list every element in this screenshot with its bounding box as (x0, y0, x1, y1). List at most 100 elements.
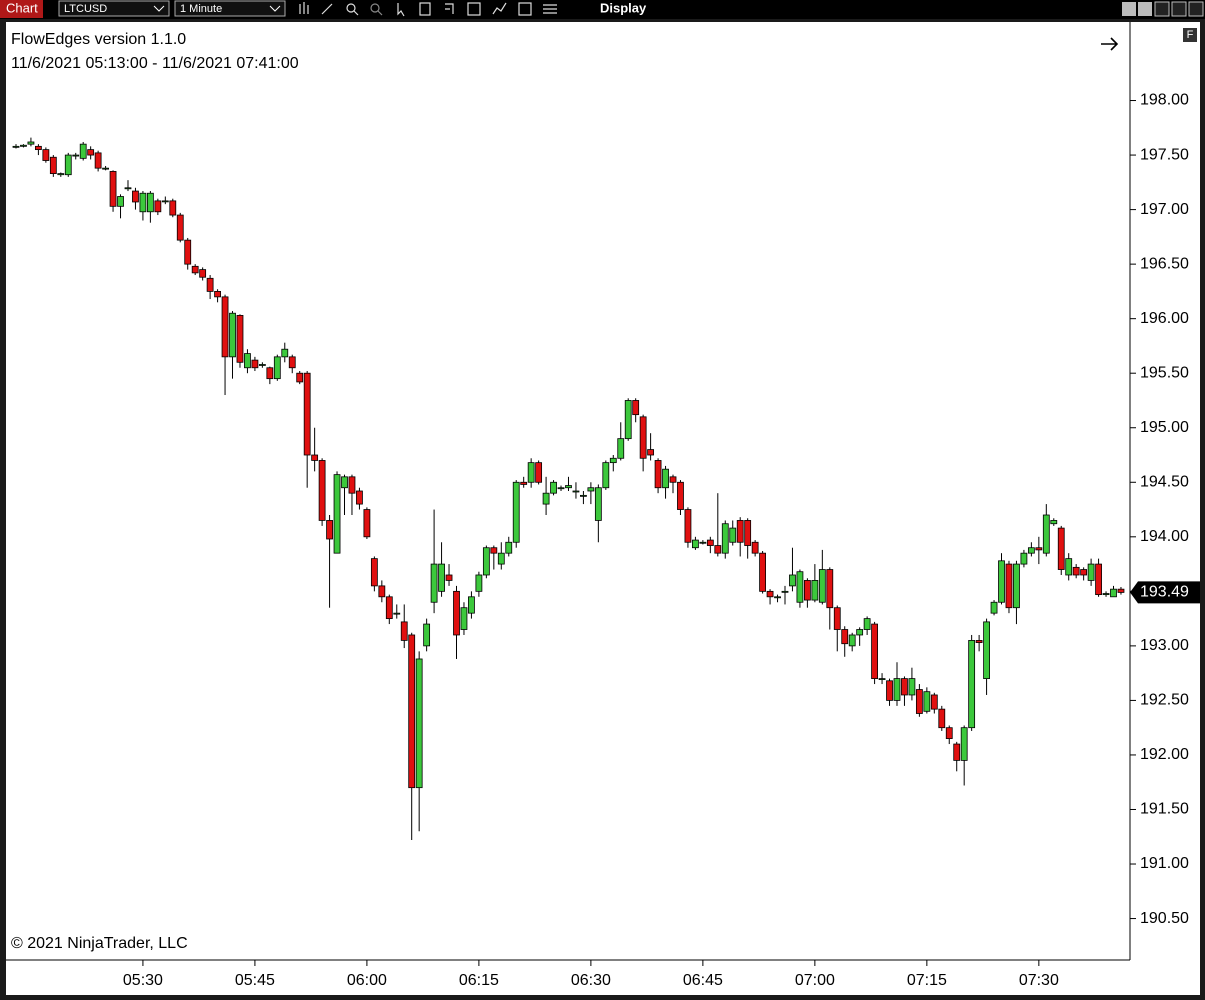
candle-body (550, 481, 557, 494)
candle-body (796, 571, 804, 603)
candle-body (833, 607, 841, 630)
candle-body (460, 607, 468, 630)
candle-body (751, 541, 759, 554)
candle-body (609, 457, 617, 464)
candle-body (639, 416, 647, 459)
candle-body (87, 149, 95, 156)
display-menu[interactable]: Display (600, 0, 647, 15)
chart-subtitle: 11/6/2021 05:13:00 - 11/6/2021 07:41:00 (11, 55, 299, 72)
y-tick-label: 196.00 (1140, 310, 1189, 327)
candle-body (400, 621, 408, 641)
toolbar-icons[interactable] (299, 2, 557, 17)
interval-label: 1 Minute (180, 3, 222, 15)
candle-body (154, 200, 162, 213)
candle-body (587, 487, 595, 492)
candle-body (863, 618, 871, 630)
candle-body (348, 476, 356, 494)
candle-body (841, 629, 849, 645)
candle-body (1013, 563, 1020, 609)
candle-body (856, 629, 864, 636)
candle-body (221, 296, 229, 358)
candle-body (1005, 563, 1013, 609)
x-tick-label: 06:15 (459, 972, 499, 989)
instrument-select[interactable] (58, 0, 170, 17)
candle-body (318, 460, 326, 521)
plot-panel (6, 22, 1200, 995)
candle-body (535, 462, 543, 483)
candle-body (975, 640, 983, 644)
candle-body (27, 141, 35, 145)
toolbar (0, 0, 1205, 19)
x-tick-label: 05:30 (123, 972, 163, 989)
candle-body (908, 678, 916, 696)
candle-body (1117, 588, 1125, 593)
candle-body (356, 490, 363, 505)
chart-tab[interactable] (0, 0, 43, 18)
corner-badge: F (1187, 29, 1194, 41)
candle-body (370, 558, 378, 587)
candle-body (363, 509, 371, 538)
candle-body (161, 200, 169, 203)
candle-body (1087, 563, 1095, 581)
candle-body (818, 569, 826, 603)
candle-body (102, 167, 109, 170)
candle-body (408, 634, 416, 789)
candle-body (490, 547, 498, 554)
candle-body (886, 680, 893, 701)
candle-body (139, 192, 147, 213)
last-price-marker (1130, 581, 1200, 604)
candle-body (811, 580, 819, 601)
candle-body (565, 485, 572, 489)
candle-body (1102, 593, 1110, 596)
candle-body (647, 449, 655, 456)
candle-body (385, 596, 393, 620)
candle-body (109, 171, 117, 207)
candle-body (714, 545, 722, 554)
candle-body (199, 269, 207, 278)
candle-body (94, 152, 102, 169)
candle-body (706, 539, 714, 546)
candle-body (333, 474, 341, 554)
candle-body (1110, 588, 1117, 598)
candle-body (281, 348, 289, 358)
instrument-label: LTCUSD (64, 3, 107, 15)
candle-body (759, 552, 766, 592)
candle-body (878, 678, 886, 680)
candle-body (176, 214, 184, 241)
candle-body (572, 490, 580, 493)
arrow-icon[interactable] (1101, 37, 1119, 51)
candle-body (12, 145, 20, 148)
candle-body (49, 156, 57, 175)
interval-select[interactable] (174, 0, 286, 17)
candle-body (288, 356, 296, 369)
x-tick-label: 06:00 (347, 972, 387, 989)
candle-body (721, 523, 729, 554)
candle-body (983, 621, 990, 680)
candle-body (430, 563, 438, 603)
y-tick-label: 194.50 (1140, 473, 1189, 490)
candle-body (1057, 527, 1065, 570)
candle-body (520, 481, 528, 485)
candle-body (542, 492, 550, 505)
candle-body (736, 520, 744, 543)
candle-body (191, 265, 199, 274)
candle-body (266, 367, 274, 380)
y-tick-label: 195.00 (1140, 419, 1189, 436)
candle-body (497, 552, 505, 565)
y-tick-label: 192.50 (1140, 692, 1189, 709)
x-tick-label: 07:15 (907, 972, 947, 989)
x-tick-label: 06:30 (571, 972, 611, 989)
candle-body (594, 487, 602, 521)
chart-tab-label: Chart (6, 0, 38, 15)
candle-body (871, 623, 878, 680)
window-controls[interactable] (1122, 1, 1204, 17)
corner-badge-box[interactable] (1183, 28, 1197, 42)
candle-body (244, 353, 251, 369)
candle-body (654, 460, 662, 489)
candle-body (341, 476, 348, 489)
candle-body (729, 527, 737, 543)
candle-body (901, 678, 908, 696)
candle-body (662, 468, 669, 489)
y-tick-label: 190.50 (1140, 910, 1189, 927)
candle-body (848, 634, 856, 647)
